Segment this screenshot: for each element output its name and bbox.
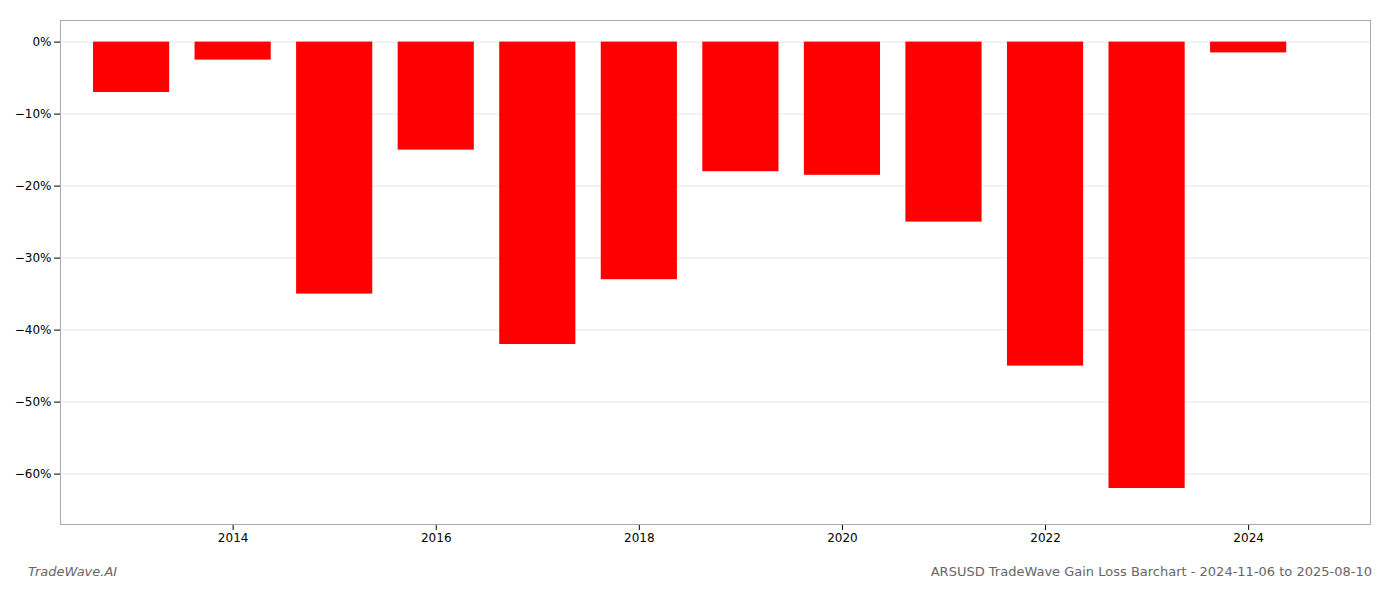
svg-text:2018: 2018 <box>624 531 655 545</box>
svg-text:2020: 2020 <box>827 531 858 545</box>
svg-text:2024: 2024 <box>1233 531 1264 545</box>
svg-text:−20%: −20% <box>15 179 52 193</box>
svg-text:2022: 2022 <box>1030 531 1061 545</box>
svg-text:2016: 2016 <box>421 531 452 545</box>
html-text:ARSUSD TradeWave Gain Loss Bar: ARSUSD TradeWave Gain Loss Barchart - 20… <box>930 564 1372 579</box>
svg-text:−30%: −30% <box>15 251 52 265</box>
svg-text:−40%: −40% <box>15 323 52 337</box>
svg-text:−50%: −50% <box>15 395 52 409</box>
svg-text:0%: 0% <box>32 35 51 49</box>
svg-text:−10%: −10% <box>15 107 52 121</box>
html-text:TradeWave.AI: TradeWave.AI <box>28 564 118 579</box>
svg-text:−60%: −60% <box>15 467 52 481</box>
svg-text:2014: 2014 <box>218 531 249 545</box>
